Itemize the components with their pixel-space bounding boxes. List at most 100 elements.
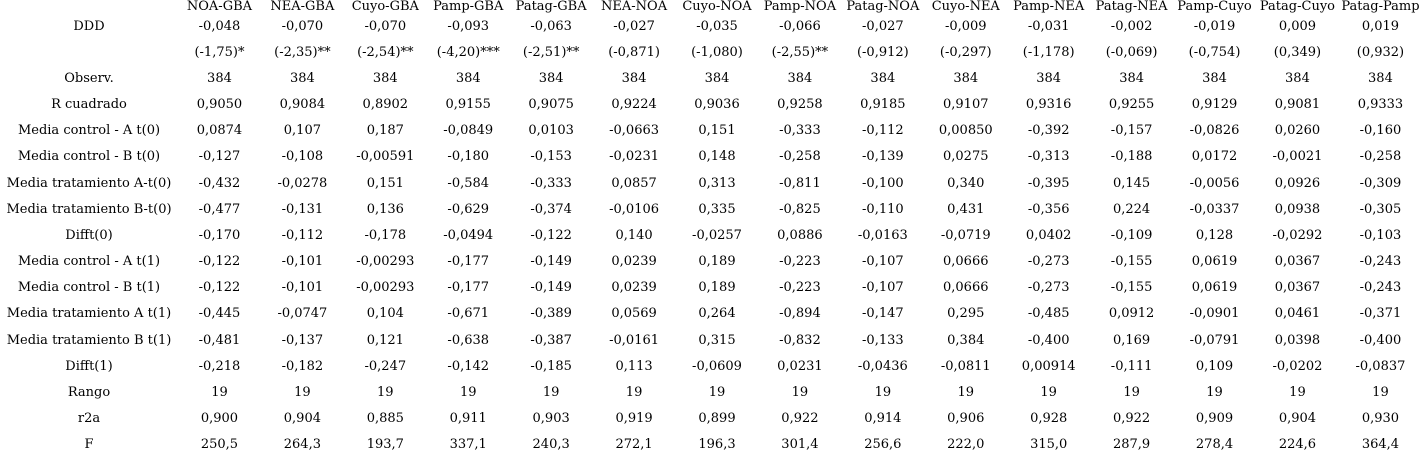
value-cell: 0,107 (283, 123, 321, 139)
value-cell: 0,909 (1195, 411, 1234, 427)
value-cell: (-0,912) (856, 44, 909, 60)
value-cell: -0,0021 (1272, 149, 1323, 165)
column-header: Pamp-GBA (433, 0, 504, 13)
row-label: Difft(1) (65, 358, 113, 374)
value-cell: 0,295 (947, 306, 985, 322)
value-cell: 0,113 (615, 358, 653, 374)
value-cell: -0,305 (1359, 201, 1402, 217)
value-cell: 0,9333 (1357, 97, 1404, 113)
value-cell: -0,107 (862, 280, 904, 296)
row-label: Media control - A t(0) (17, 123, 161, 139)
value-cell: -0,133 (862, 332, 904, 348)
value-cell: 0,9185 (860, 97, 906, 113)
value-cell: -0,066 (779, 18, 821, 34)
table-row: DDD -0,048 -0,070 -0,070 -0,093 -0,063 -0,027 -… (0, 13, 1422, 39)
value-cell: -0,111 (1110, 358, 1153, 374)
value-cell: 384 (704, 70, 730, 86)
value-cell: -0,00591 (356, 149, 415, 165)
table-row: Media tratamiento A-t(0) -0,432 -0,0278 0,1… (0, 170, 1422, 196)
value-cell: -0,0106 (609, 201, 660, 217)
column-header: Pamp-NOA (763, 0, 837, 13)
value-cell: -0,374 (530, 201, 572, 217)
value-cell: 384 (289, 70, 315, 86)
value-cell: -0,0056 (1189, 175, 1240, 191)
table-row: Rango 19 19 19 19 19 19 19 19 19 19 19 19 19 19 19 (0, 379, 1422, 405)
value-cell: -0,395 (1027, 175, 1070, 191)
value-cell: 0,0402 (1025, 227, 1072, 243)
value-cell: 364,4 (1361, 437, 1400, 453)
value-cell: -0,389 (530, 306, 572, 322)
value-cell: -0,481 (198, 332, 241, 348)
value-cell: (-1,75)* (194, 44, 245, 60)
value-cell: -0,131 (281, 201, 324, 217)
value-cell: -0,371 (1359, 306, 1402, 322)
value-cell: 0,0912 (1108, 306, 1155, 322)
value-cell: 0,224 (1112, 201, 1151, 217)
value-cell: 0,0367 (1274, 280, 1321, 296)
value-cell: 0,384 (947, 332, 985, 348)
value-cell: 384 (787, 70, 813, 86)
value-cell: (-4,20)*** (436, 44, 500, 60)
value-cell: -0,0811 (940, 358, 991, 374)
value-cell: -0,122 (530, 227, 572, 243)
value-cell: 0,169 (1112, 332, 1151, 348)
value-cell: 0,0938 (1274, 201, 1321, 217)
value-cell: -0,309 (1359, 175, 1402, 191)
value-cell: (-2,35)** (274, 44, 331, 60)
value-cell: 0,104 (366, 306, 404, 322)
value-cell: 0,0857 (611, 175, 657, 191)
value-cell: -0,155 (1110, 280, 1153, 296)
value-cell: 19 (211, 384, 228, 400)
value-cell: -0,149 (530, 254, 572, 270)
value-cell: -0,0257 (692, 227, 742, 243)
value-cell: -0,333 (530, 175, 572, 191)
value-cell: -0,629 (447, 201, 490, 217)
value-cell: -0,153 (530, 149, 572, 165)
value-cell: 240,3 (532, 437, 570, 453)
row-label: Rango (67, 384, 111, 400)
value-cell: 0,0172 (1191, 149, 1238, 165)
value-cell: 0,885 (366, 411, 404, 427)
value-cell: 0,0619 (1191, 280, 1238, 296)
table-row: Media control - B t(0) -0,127 -0,108 -0,005… (0, 144, 1422, 170)
value-cell: -0,0901 (1189, 306, 1240, 322)
value-cell: 278,4 (1195, 437, 1234, 453)
value-cell: 0,340 (947, 175, 985, 191)
column-header: Patag-NEA (1095, 0, 1168, 13)
value-cell: -0,101 (281, 254, 324, 270)
row-label: Media control - B t(1) (17, 280, 161, 296)
value-cell: 0,9036 (694, 97, 740, 113)
value-cell: -0,109 (1110, 227, 1153, 243)
column-header: Pamp-Cuyo (1177, 0, 1252, 13)
value-cell: 384 (870, 70, 896, 86)
value-cell: 19 (1040, 384, 1057, 400)
value-cell: -0,177 (447, 254, 490, 270)
value-cell: -0,107 (862, 254, 904, 270)
value-cell: -0,0202 (1272, 358, 1323, 374)
value-cell: -0,035 (696, 18, 738, 34)
row-label: R cuadrado (51, 97, 127, 113)
value-cell: -0,825 (779, 201, 821, 217)
value-cell: (0,932) (1356, 44, 1405, 60)
value-cell: -0,218 (198, 358, 241, 374)
value-cell: 19 (957, 384, 975, 400)
value-cell: -0,182 (281, 358, 324, 374)
value-cell: -0,0163 (857, 227, 908, 243)
value-cell: 264,3 (283, 437, 321, 453)
table-row: Media control - A t(0) 0,0874 0,107 0,187 -0… (0, 118, 1422, 144)
column-header: NEA-GBA (270, 0, 335, 13)
value-cell: 193,7 (366, 437, 404, 453)
value-cell: 384 (538, 70, 564, 86)
value-cell: 0,0619 (1191, 254, 1238, 270)
value-cell: -0,223 (779, 280, 821, 296)
value-cell: 287,9 (1112, 437, 1151, 453)
value-cell: -0,178 (364, 227, 407, 243)
row-label: r2a (77, 411, 101, 427)
value-cell: -0,0747 (277, 306, 328, 322)
value-cell: -0,147 (862, 306, 904, 322)
value-cell: -0,139 (862, 149, 904, 165)
value-cell: 0,928 (1030, 411, 1068, 427)
column-header: Cuyo-NEA (931, 0, 1000, 13)
value-cell: 0,315 (698, 332, 736, 348)
